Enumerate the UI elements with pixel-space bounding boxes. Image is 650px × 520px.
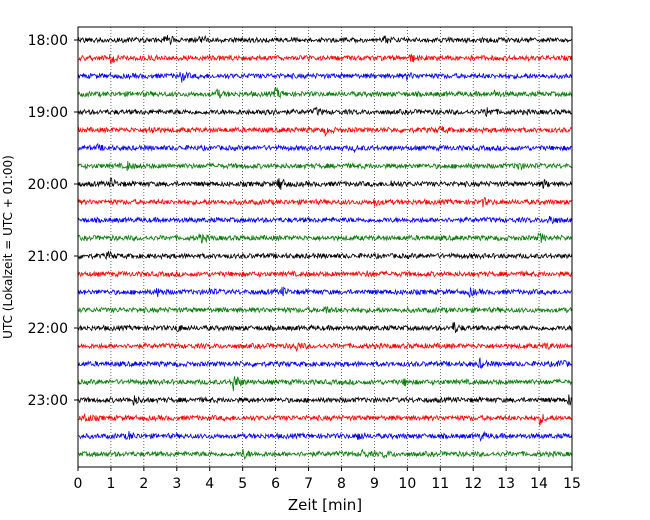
x-tick-label: 0 [74, 476, 83, 492]
y-axis-label: UTC (Lokalzeit = UTC + 01:00) [1, 155, 15, 339]
y-axis-ticks: 18:00 19:00 20:00 21:00 22:00 23:00 [28, 33, 78, 409]
traces [77, 34, 573, 461]
trace-1945 [77, 160, 573, 171]
x-tick-label: 10 [398, 476, 416, 492]
trace-2300 [77, 394, 573, 406]
y-tick-label: 23:00 [28, 393, 68, 409]
x-tick-label: 1 [106, 476, 115, 492]
trace-1900 [77, 107, 573, 118]
x-tick-label: 13 [497, 476, 515, 492]
x-axis-ticks: 0 1 2 3 4 5 6 7 8 9 10 11 12 13 14 15 [74, 467, 581, 492]
trace-2315 [77, 413, 573, 426]
trace-1830 [77, 71, 573, 83]
trace-1915 [77, 126, 572, 138]
trace-2145 [77, 305, 573, 315]
y-tick-label: 18:00 [28, 33, 68, 49]
x-tick-label: 14 [530, 476, 548, 492]
trace-1800 [77, 34, 572, 45]
trace-2230 [77, 357, 573, 369]
trace-2345 [77, 448, 573, 461]
trace-2330 [77, 430, 573, 443]
x-tick-label: 4 [205, 476, 214, 492]
x-tick-label: 15 [563, 476, 581, 492]
trace-2015 [77, 196, 573, 208]
trace-1845 [77, 87, 573, 99]
x-tick-label: 8 [337, 476, 346, 492]
x-tick-label: 12 [464, 476, 482, 492]
trace-2100 [77, 250, 573, 261]
x-tick-label: 6 [271, 476, 280, 492]
x-tick-label: 5 [238, 476, 247, 492]
x-tick-label: 2 [139, 476, 148, 492]
y-tick-label: 20:00 [28, 177, 68, 193]
x-tick-label: 3 [172, 476, 181, 492]
trace-2130 [77, 286, 573, 298]
grid [110, 27, 540, 467]
trace-2215 [77, 342, 573, 352]
x-tick-label: 11 [431, 476, 449, 492]
trace-2030 [77, 216, 573, 225]
y-tick-label: 21:00 [28, 249, 68, 265]
trace-2200 [77, 321, 573, 334]
trace-2115 [77, 269, 573, 279]
x-tick-label: 7 [304, 476, 313, 492]
plot-frame [77, 26, 573, 468]
x-tick-label: 9 [370, 476, 379, 492]
trace-2245 [77, 376, 573, 392]
x-axis-label: Zeit [min] [288, 496, 362, 514]
trace-1815 [77, 53, 573, 64]
trace-2045 [77, 232, 573, 244]
y-tick-label: 22:00 [28, 321, 68, 337]
trace-2000 [77, 177, 573, 190]
trace-1930 [77, 142, 573, 153]
y-tick-label: 19:00 [28, 105, 68, 121]
